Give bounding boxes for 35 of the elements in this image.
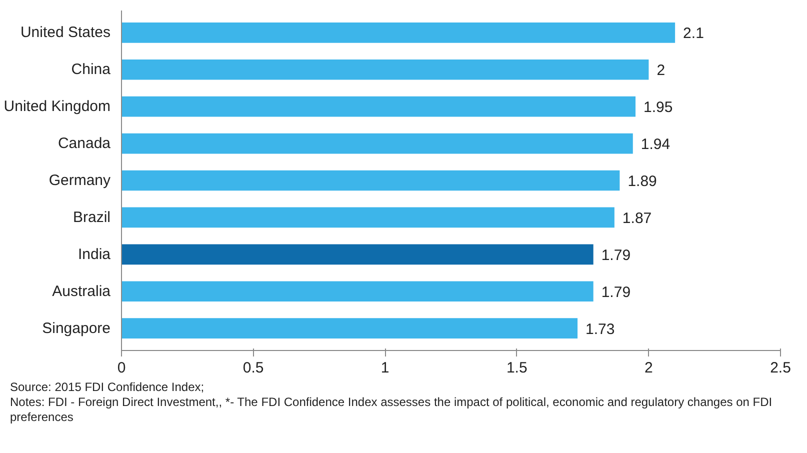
y-tick-label: United Kingdom	[4, 98, 111, 116]
data-label: 1.79	[601, 246, 631, 264]
y-tick-label: India	[78, 246, 112, 263]
y-tick-label: China	[71, 61, 112, 78]
x-tick-label: 2	[644, 360, 653, 376]
data-label: 1.89	[628, 173, 657, 190]
text: Notes: FDI - Foreign Direct Investment,, *- The FDI Confidence Index assesses the impact of political, economic and regulatory changes on FDI preferences	[10, 395, 772, 424]
bar	[122, 59, 649, 80]
bar	[122, 318, 578, 338]
data-label: 2.1	[683, 25, 704, 42]
bar	[122, 96, 636, 117]
x-tick-label: 2.5	[770, 360, 791, 376]
bar	[122, 22, 676, 43]
bar	[122, 207, 614, 228]
data-label: 1.95	[644, 99, 673, 116]
x-tick-label: 0	[117, 360, 126, 376]
y-tick-label: Canada	[58, 135, 112, 152]
data-label: 1.79	[601, 284, 631, 301]
data-label: 2	[656, 62, 666, 80]
data-label: 1.94	[640, 136, 670, 154]
bar	[122, 170, 620, 191]
y-tick-label: United States	[20, 24, 111, 42]
bar	[122, 281, 594, 302]
bar	[122, 133, 633, 154]
y-tick-label: Singapore	[42, 320, 111, 337]
x-tick-label: 0.5	[242, 360, 264, 376]
bar	[122, 244, 594, 265]
y-tick-label: Australia	[52, 282, 112, 300]
data-label: 1.87	[622, 210, 652, 227]
x-tick-label: 1.5	[506, 360, 528, 376]
x-tick-label: 1	[380, 360, 390, 376]
data-label: 1.73	[586, 320, 615, 338]
source-note: Source: 2015 FDI Confidence Index;	[10, 380, 204, 394]
y-tick-label: Germany	[48, 172, 111, 189]
y-tick-label: Brazil	[72, 208, 111, 226]
